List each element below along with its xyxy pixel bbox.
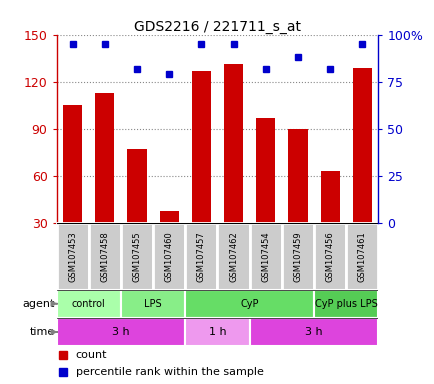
Bar bbox=[56, 223, 89, 290]
Text: GSM107461: GSM107461 bbox=[357, 231, 366, 282]
Text: LPS: LPS bbox=[144, 299, 161, 309]
Bar bbox=[352, 68, 371, 223]
Text: control: control bbox=[72, 299, 105, 309]
Bar bbox=[281, 223, 313, 290]
Text: GSM107453: GSM107453 bbox=[68, 231, 77, 282]
Bar bbox=[95, 93, 114, 223]
Bar bbox=[345, 223, 378, 290]
Bar bbox=[288, 129, 307, 223]
Bar bbox=[217, 223, 249, 290]
Text: GSM107458: GSM107458 bbox=[100, 231, 109, 282]
Bar bbox=[121, 223, 153, 290]
Bar bbox=[185, 318, 249, 346]
Bar bbox=[56, 290, 121, 318]
Text: GSM107454: GSM107454 bbox=[261, 231, 270, 282]
Bar bbox=[249, 318, 378, 346]
Bar bbox=[191, 71, 210, 223]
Text: 3 h: 3 h bbox=[112, 327, 129, 337]
Bar bbox=[320, 172, 339, 223]
Text: count: count bbox=[76, 350, 107, 360]
Bar bbox=[63, 105, 82, 223]
Text: percentile rank within the sample: percentile rank within the sample bbox=[76, 367, 263, 377]
Bar bbox=[185, 290, 313, 318]
Text: CyP plus LPS: CyP plus LPS bbox=[314, 299, 377, 309]
Title: GDS2216 / 221711_s_at: GDS2216 / 221711_s_at bbox=[134, 20, 300, 33]
Text: 3 h: 3 h bbox=[305, 327, 322, 337]
Text: GSM107460: GSM107460 bbox=[164, 231, 173, 282]
Text: GSM107456: GSM107456 bbox=[325, 231, 334, 282]
Bar bbox=[224, 65, 243, 223]
Bar bbox=[313, 290, 378, 318]
Bar bbox=[127, 149, 146, 223]
Text: GSM107457: GSM107457 bbox=[197, 231, 205, 282]
Bar bbox=[185, 223, 217, 290]
Text: GSM107459: GSM107459 bbox=[293, 231, 302, 282]
Bar bbox=[159, 211, 178, 223]
Bar bbox=[153, 223, 185, 290]
Text: GSM107455: GSM107455 bbox=[132, 231, 141, 282]
Bar bbox=[256, 118, 275, 223]
Bar bbox=[249, 223, 281, 290]
Text: 1 h: 1 h bbox=[208, 327, 226, 337]
Bar bbox=[121, 290, 185, 318]
Text: agent: agent bbox=[23, 299, 55, 309]
Bar bbox=[89, 223, 121, 290]
Text: GSM107462: GSM107462 bbox=[229, 231, 237, 282]
Bar bbox=[56, 318, 185, 346]
Bar bbox=[313, 223, 345, 290]
Text: time: time bbox=[30, 327, 55, 337]
Text: CyP: CyP bbox=[240, 299, 258, 309]
